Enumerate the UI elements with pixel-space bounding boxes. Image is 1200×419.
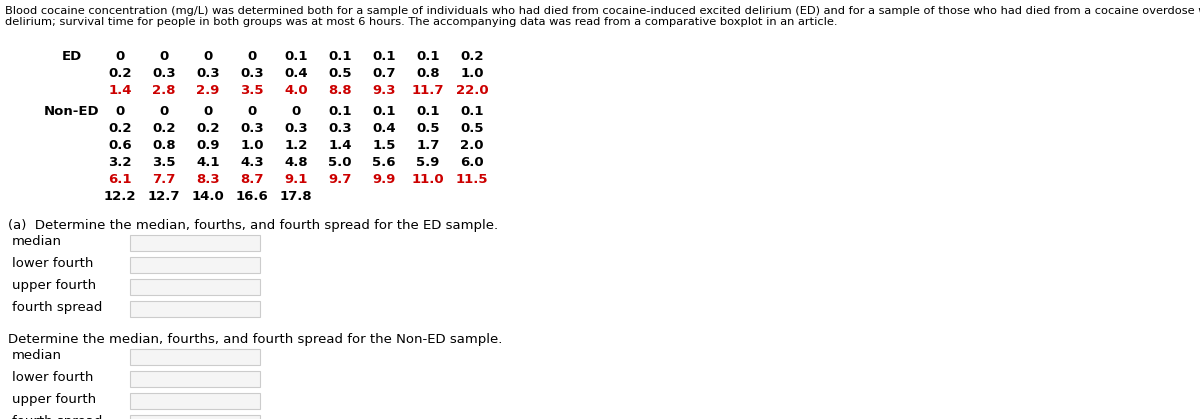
Text: 1.5: 1.5	[372, 139, 396, 152]
Text: 0.3: 0.3	[328, 122, 352, 135]
Text: upper fourth: upper fourth	[12, 393, 96, 406]
Text: 1.0: 1.0	[461, 67, 484, 80]
Text: 0.4: 0.4	[284, 67, 308, 80]
Text: 0.5: 0.5	[329, 67, 352, 80]
Text: 2.8: 2.8	[152, 84, 175, 97]
Text: 0: 0	[292, 105, 301, 118]
Text: 0.2: 0.2	[152, 122, 175, 135]
Bar	[130, 415, 260, 419]
Bar	[130, 301, 260, 317]
Text: 0: 0	[203, 105, 212, 118]
Text: 0.9: 0.9	[197, 139, 220, 152]
Text: 0: 0	[247, 50, 257, 63]
Text: 0.2: 0.2	[461, 50, 484, 63]
Text: 8.7: 8.7	[240, 173, 264, 186]
Text: 1.2: 1.2	[284, 139, 307, 152]
Text: 6.0: 6.0	[460, 156, 484, 169]
Text: 0.3: 0.3	[152, 67, 176, 80]
Text: 0: 0	[247, 105, 257, 118]
Bar	[130, 393, 260, 409]
Bar	[130, 235, 260, 251]
Text: 0: 0	[115, 105, 125, 118]
Text: 0.3: 0.3	[240, 122, 264, 135]
Text: 0.1: 0.1	[416, 50, 439, 63]
Text: 0.5: 0.5	[416, 122, 439, 135]
Text: 12.2: 12.2	[103, 190, 137, 203]
Text: 11.7: 11.7	[412, 84, 444, 97]
Text: 0.1: 0.1	[461, 105, 484, 118]
Bar	[130, 279, 260, 295]
Text: 0.3: 0.3	[196, 67, 220, 80]
Text: 0.3: 0.3	[284, 122, 308, 135]
Text: 0.1: 0.1	[372, 50, 396, 63]
Text: lower fourth: lower fourth	[12, 371, 94, 384]
Text: ED: ED	[62, 50, 83, 63]
Text: 0.2: 0.2	[108, 67, 132, 80]
Text: 9.9: 9.9	[372, 173, 396, 186]
Text: 0.5: 0.5	[461, 122, 484, 135]
Text: 0.1: 0.1	[329, 105, 352, 118]
Text: 16.6: 16.6	[235, 190, 269, 203]
Text: 0.3: 0.3	[240, 67, 264, 80]
Text: 0: 0	[203, 50, 212, 63]
Text: 5.9: 5.9	[416, 156, 439, 169]
Text: 9.1: 9.1	[284, 173, 307, 186]
Text: Determine the median, fourths, and fourth spread for the Non-ED sample.: Determine the median, fourths, and fourt…	[8, 333, 503, 346]
Text: 11.0: 11.0	[412, 173, 444, 186]
Text: 6.1: 6.1	[108, 173, 132, 186]
Text: 8.8: 8.8	[328, 84, 352, 97]
Text: 3.5: 3.5	[152, 156, 175, 169]
Text: 4.8: 4.8	[284, 156, 308, 169]
Text: median: median	[12, 235, 62, 248]
Text: 0.8: 0.8	[152, 139, 176, 152]
Text: 11.5: 11.5	[456, 173, 488, 186]
Text: 0.1: 0.1	[284, 50, 307, 63]
Text: 5.0: 5.0	[329, 156, 352, 169]
Text: 5.6: 5.6	[372, 156, 396, 169]
Text: 7.7: 7.7	[152, 173, 175, 186]
Text: fourth spread: fourth spread	[12, 301, 102, 314]
Text: 4.1: 4.1	[197, 156, 220, 169]
Text: lower fourth: lower fourth	[12, 257, 94, 270]
Text: 3.5: 3.5	[240, 84, 264, 97]
Text: delirium; survival time for people in both groups was at most 6 hours. The accom: delirium; survival time for people in bo…	[5, 17, 838, 27]
Bar	[130, 257, 260, 273]
Text: 0.1: 0.1	[372, 105, 396, 118]
Text: (a)  Determine the median, fourths, and fourth spread for the ED sample.: (a) Determine the median, fourths, and f…	[8, 219, 498, 232]
Text: 2.0: 2.0	[461, 139, 484, 152]
Text: 4.0: 4.0	[284, 84, 308, 97]
Text: 14.0: 14.0	[192, 190, 224, 203]
Text: 1.7: 1.7	[416, 139, 439, 152]
Text: Non-ED: Non-ED	[44, 105, 100, 118]
Text: 17.8: 17.8	[280, 190, 312, 203]
Text: 2.9: 2.9	[197, 84, 220, 97]
Text: Blood cocaine concentration (mg/L) was determined both for a sample of individua: Blood cocaine concentration (mg/L) was d…	[5, 6, 1200, 16]
Text: 0.1: 0.1	[416, 105, 439, 118]
Text: fourth spread: fourth spread	[12, 415, 102, 419]
Text: upper fourth: upper fourth	[12, 279, 96, 292]
Text: 0.2: 0.2	[197, 122, 220, 135]
Text: 9.3: 9.3	[372, 84, 396, 97]
Text: 0: 0	[160, 105, 169, 118]
Bar	[130, 349, 260, 365]
Text: 0.4: 0.4	[372, 122, 396, 135]
Text: 0: 0	[115, 50, 125, 63]
Text: 1.0: 1.0	[240, 139, 264, 152]
Text: 1.4: 1.4	[329, 139, 352, 152]
Text: 3.2: 3.2	[108, 156, 132, 169]
Text: 9.7: 9.7	[329, 173, 352, 186]
Text: 8.3: 8.3	[196, 173, 220, 186]
Text: 12.7: 12.7	[148, 190, 180, 203]
Bar	[130, 371, 260, 387]
Text: 0.2: 0.2	[108, 122, 132, 135]
Text: 1.4: 1.4	[108, 84, 132, 97]
Text: 0.7: 0.7	[372, 67, 396, 80]
Text: 0.6: 0.6	[108, 139, 132, 152]
Text: median: median	[12, 349, 62, 362]
Text: 0.8: 0.8	[416, 67, 440, 80]
Text: 0: 0	[160, 50, 169, 63]
Text: 0.1: 0.1	[329, 50, 352, 63]
Text: 22.0: 22.0	[456, 84, 488, 97]
Text: 4.3: 4.3	[240, 156, 264, 169]
